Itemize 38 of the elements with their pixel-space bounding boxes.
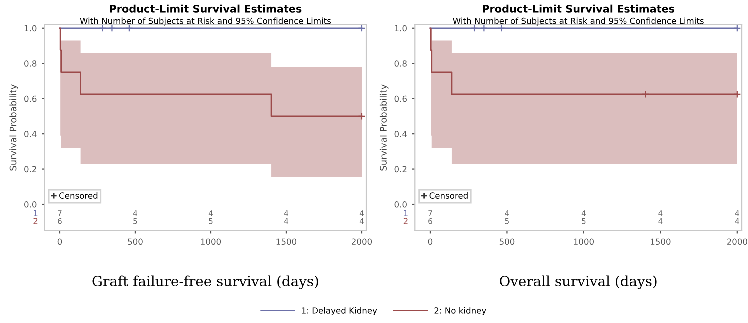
y-axis-title: Survival Probability: [10, 84, 18, 171]
x-tick-label: 0: [428, 238, 433, 246]
x-tick-label: 0: [58, 238, 62, 246]
chart-title: Product-Limit Survival Estimates: [483, 4, 675, 13]
x-tick-label: 500: [128, 238, 143, 246]
y-tick-label: 0.4: [394, 131, 408, 138]
x-tick-label: 500: [500, 238, 515, 246]
x-tick-label: 1000: [201, 238, 222, 246]
x-axis-title: Overall survival (days): [500, 276, 657, 290]
x-tick-label: 1500: [276, 238, 297, 246]
y-tick-label: 0.6: [24, 96, 37, 102]
y-tick-label: 1.0: [24, 25, 37, 32]
x-tick-label: 2000: [352, 238, 372, 246]
chart-subtitle: With Number of Subjects at Risk and 95% Confidence Limits: [80, 18, 332, 26]
x-tick-label: 1000: [574, 238, 594, 246]
y-tick-label: 0.0: [24, 202, 37, 208]
y-tick-label: 0.0: [394, 202, 407, 208]
chart-subtitle: With Number of Subjects at Risk and 95% Confidence Limits: [453, 18, 704, 26]
y-axis-title: Survival Probability: [380, 84, 389, 171]
y-tick-label: 0.6: [394, 96, 407, 102]
legend-label: 2: No kidney: [434, 307, 486, 316]
x-tick-label: 1500: [650, 238, 671, 246]
y-tick-label: 0.2: [394, 166, 407, 173]
annotation: Censored: [430, 192, 468, 199]
text: 2: [404, 218, 408, 224]
y-tick-label: 0.4: [24, 131, 37, 138]
y-tick-label: 0.2: [24, 166, 36, 173]
legend-label: 1: Delayed Kidney: [302, 307, 378, 316]
chart-title: Product-Limit Survival Estimates: [110, 4, 302, 13]
text: 1: [34, 210, 38, 216]
y-tick-label: 1.0: [395, 25, 407, 32]
x-axis-title: Graft failure-free survival (days): [92, 276, 318, 290]
y-tick-label: 0.8: [24, 60, 37, 67]
text: 2: [34, 218, 38, 224]
x-tick-label: 2000: [727, 238, 748, 246]
text: 1: [404, 210, 408, 216]
annotation: Censored: [60, 192, 98, 199]
y-tick-label: 0.8: [394, 60, 407, 67]
